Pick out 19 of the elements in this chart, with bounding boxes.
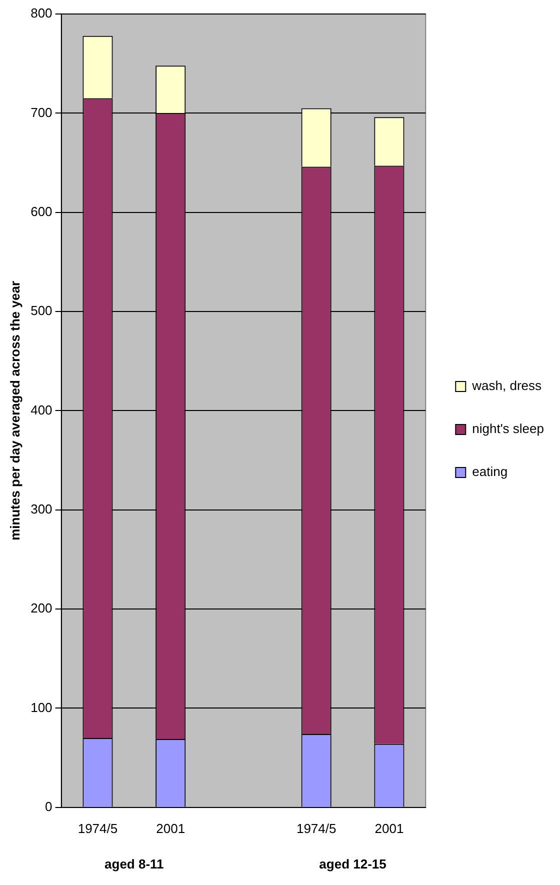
y-tick-label: 700 [30,104,52,120]
y-tick-label: 500 [30,303,52,318]
x-tick-label: 1974/5 [296,820,336,836]
y-axis-title: minutes per day averaged across the year [7,280,22,540]
legend-label: eating [472,464,508,480]
y-tick-label: 600 [30,204,52,219]
x-tick-label: 2001 [374,820,404,836]
text: aged 8-11 [104,856,164,872]
y-tick-label: 100 [30,700,52,715]
y-tick-label: 300 [30,501,52,516]
y-tick-label: 800 [30,6,52,21]
legend-label: night's sleep [472,421,544,436]
x-tick-label: 2001 [156,820,186,836]
y-tick-label: 0 [45,798,52,814]
y-tick-label: 200 [30,600,52,616]
text: aged 12-15 [319,856,386,872]
x-tick-label: 1974/5 [78,820,118,836]
y-tick-label: 400 [30,402,52,418]
legend-label: wash, dress [471,378,542,394]
